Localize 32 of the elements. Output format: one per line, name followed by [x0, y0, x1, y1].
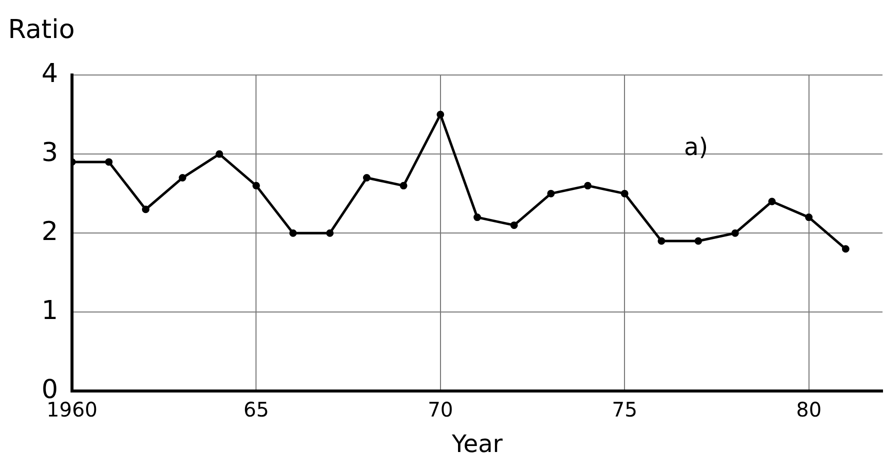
point: [842, 245, 850, 253]
y-axis-title: Ratio: [8, 15, 75, 45]
point: [620, 190, 628, 198]
x-tick-label: 75: [612, 397, 638, 422]
point: [289, 229, 297, 237]
point: [105, 158, 113, 166]
y-tick-label: 4: [41, 58, 58, 89]
x-tick-label: 80: [796, 397, 822, 422]
point: [436, 110, 444, 118]
y-tick-label: 3: [41, 138, 58, 168]
point: [252, 182, 260, 190]
y-tick-label: 2: [41, 216, 58, 247]
point: [510, 221, 518, 229]
x-tick-label: 70: [428, 397, 454, 422]
point: [178, 174, 186, 182]
y-tick-label: 1: [41, 296, 58, 326]
point: [658, 237, 666, 245]
annotation: a): [684, 133, 708, 161]
point: [400, 182, 408, 190]
point: [362, 174, 370, 182]
point: [805, 214, 813, 222]
point: [326, 229, 334, 237]
point: [584, 182, 592, 190]
point: [694, 237, 702, 245]
point: [142, 206, 150, 214]
point: [216, 150, 224, 158]
point: [768, 198, 776, 206]
x-tick-label: 65: [243, 397, 269, 422]
point: [547, 190, 555, 198]
point: [474, 214, 481, 222]
point: [731, 229, 739, 237]
x-axis-title: Year: [450, 430, 503, 458]
